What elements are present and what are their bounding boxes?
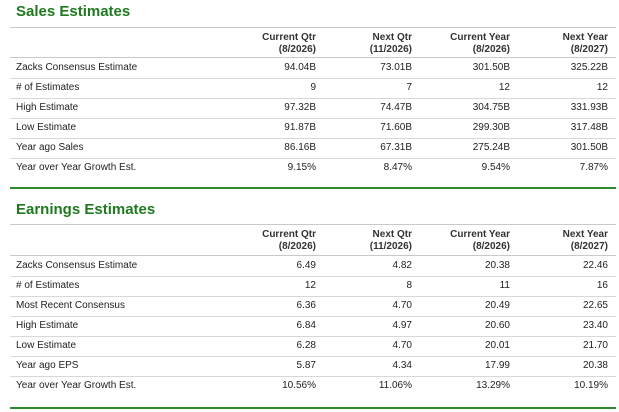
earnings-title-divider: [10, 224, 616, 225]
cell-value: 4.70: [392, 340, 412, 351]
table-row: Low Estimate 91.87B 71.60B 299.30B 317.4…: [10, 118, 616, 139]
cell-value: 74.47B: [380, 102, 412, 113]
row-label: High Estimate: [16, 102, 79, 113]
earnings-header-next-year: Next Year (8/2027): [562, 229, 608, 252]
table-row: # of Estimates 9 7 12 12: [10, 78, 616, 99]
cell-value: 9.54%: [481, 162, 510, 173]
sales-header-current-qtr: Current Qtr (8/2026): [262, 32, 316, 55]
row-label: Most Recent Consensus: [16, 300, 125, 311]
cell-value: 17.99: [484, 360, 510, 371]
cell-value: 8.47%: [383, 162, 412, 173]
earnings-header-current-year: Current Year (8/2026): [450, 229, 510, 252]
cell-value: 73.01B: [380, 62, 412, 73]
earnings-section-bottom-rule: [10, 407, 616, 409]
earnings-estimates-title: Earnings Estimates: [16, 201, 156, 218]
cell-value: 67.31B: [380, 142, 412, 153]
cell-value: 7: [406, 82, 412, 93]
row-label: Year over Year Growth Est.: [16, 162, 137, 173]
table-row: Low Estimate 6.28 4.70 20.01 21.70: [10, 336, 616, 357]
cell-value: 299.30B: [472, 122, 510, 133]
cell-value: 325.22B: [570, 62, 608, 73]
cell-value: 6.36: [296, 300, 316, 311]
cell-value: 20.38: [582, 360, 608, 371]
cell-value: 7.87%: [579, 162, 608, 173]
sales-header-divider: [10, 57, 616, 58]
row-label: Low Estimate: [16, 340, 77, 351]
cell-value: 317.48B: [570, 122, 608, 133]
cell-value: 10.19%: [574, 380, 608, 391]
row-label: High Estimate: [16, 320, 79, 331]
cell-value: 331.93B: [570, 102, 608, 113]
earnings-header-current-qtr: Current Qtr (8/2026): [262, 229, 316, 252]
cell-value: 9: [310, 82, 316, 93]
table-row: High Estimate 97.32B 74.47B 304.75B 331.…: [10, 98, 616, 119]
cell-value: 97.32B: [284, 102, 316, 113]
cell-value: 12: [596, 82, 608, 93]
row-label: Year ago EPS: [16, 360, 79, 371]
row-label: Zacks Consensus Estimate: [16, 62, 138, 73]
cell-value: 91.87B: [284, 122, 316, 133]
row-label: Low Estimate: [16, 122, 77, 133]
row-label: Zacks Consensus Estimate: [16, 260, 138, 271]
row-label: Year ago Sales: [16, 142, 84, 153]
cell-value: 22.65: [582, 300, 608, 311]
cell-value: 16: [596, 280, 608, 291]
cell-value: 20.01: [484, 340, 510, 351]
cell-value: 275.24B: [472, 142, 510, 153]
sales-estimates-title: Sales Estimates: [16, 3, 131, 20]
table-row: Year over Year Growth Est. 9.15% 8.47% 9…: [10, 158, 616, 178]
cell-value: 8: [406, 280, 412, 291]
cell-value: 20.38: [484, 260, 510, 271]
table-row: Zacks Consensus Estimate 94.04B 73.01B 3…: [10, 58, 616, 79]
sales-estimates-section: Sales Estimates Current Qtr (8/2026) Next…: [10, 0, 616, 192]
table-row: Year ago Sales 86.16B 67.31B 275.24B 301…: [10, 138, 616, 159]
cell-value: 4.82: [392, 260, 412, 271]
earnings-header-divider: [10, 255, 616, 256]
table-row: Year ago EPS 5.87 4.34 17.99 20.38: [10, 356, 616, 377]
earnings-estimates-section: Earnings Estimates Current Qtr (8/2026) N…: [10, 195, 616, 411]
cell-value: 20.60: [484, 320, 510, 331]
cell-value: 6.28: [296, 340, 316, 351]
cell-value: 304.75B: [472, 102, 510, 113]
sales-title-divider: [10, 27, 616, 28]
sales-header-current-year: Current Year (8/2026): [450, 32, 510, 55]
sales-section-bottom-rule: [10, 187, 616, 189]
cell-value: 5.87: [296, 360, 316, 371]
cell-value: 22.46: [582, 260, 608, 271]
cell-value: 4.34: [392, 360, 412, 371]
cell-value: 23.40: [582, 320, 608, 331]
cell-value: 4.70: [392, 300, 412, 311]
earnings-header-next-qtr: Next Qtr (11/2026): [369, 229, 412, 252]
cell-value: 9.15%: [287, 162, 316, 173]
cell-value: 86.16B: [284, 142, 316, 153]
cell-value: 12: [304, 280, 316, 291]
sales-header-next-qtr: Next Qtr (11/2026): [369, 32, 412, 55]
table-row: High Estimate 6.84 4.97 20.60 23.40: [10, 316, 616, 337]
cell-value: 11: [499, 280, 510, 291]
table-row: Year over Year Growth Est. 10.56% 11.06%…: [10, 376, 616, 396]
cell-value: 12: [498, 82, 510, 93]
row-label: # of Estimates: [16, 82, 80, 93]
table-row: Zacks Consensus Estimate 6.49 4.82 20.38…: [10, 256, 616, 277]
row-label: # of Estimates: [16, 280, 80, 291]
sales-header-next-year: Next Year (8/2027): [562, 32, 608, 55]
cell-value: 6.49: [296, 260, 316, 271]
table-row: Most Recent Consensus 6.36 4.70 20.49 22…: [10, 296, 616, 317]
cell-value: 4.97: [392, 320, 412, 331]
row-label: Year over Year Growth Est.: [16, 380, 137, 391]
cell-value: 301.50B: [570, 142, 608, 153]
cell-value: 6.84: [296, 320, 316, 331]
cell-value: 71.60B: [380, 122, 412, 133]
cell-value: 21.70: [582, 340, 608, 351]
cell-value: 20.49: [484, 300, 510, 311]
cell-value: 94.04B: [284, 62, 316, 73]
cell-value: 11.06%: [378, 380, 412, 391]
cell-value: 13.29%: [476, 380, 510, 391]
cell-value: 301.50B: [472, 62, 510, 73]
cell-value: 10.56%: [282, 380, 316, 391]
table-row: # of Estimates 12 8 11 16: [10, 276, 616, 297]
